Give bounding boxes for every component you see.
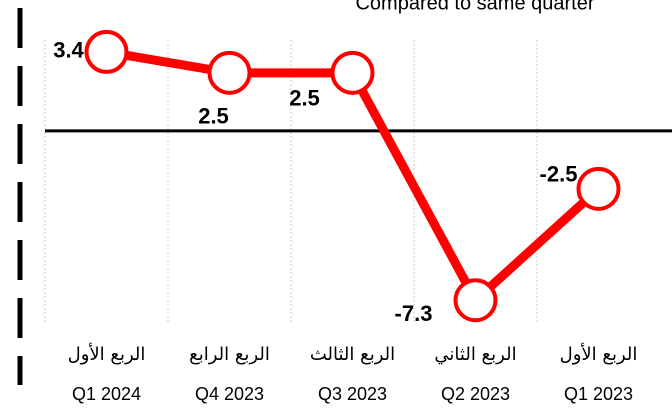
x-tick-label: الربع الثاني <box>434 344 516 365</box>
data-label: -2.5 <box>540 162 578 187</box>
x-tick-label: الربع الأول <box>68 343 146 365</box>
chart-title: Compared to same quarter <box>355 0 594 14</box>
marker <box>330 50 375 95</box>
x-tick-label: Q1 2024 <box>72 384 141 404</box>
data-label: 3.4 <box>53 38 84 63</box>
data-label: 2.5 <box>198 104 229 129</box>
x-tick-label: Q1 2023 <box>564 384 633 404</box>
x-tick-label: Q4 2023 <box>195 384 264 404</box>
x-tick-label: Q3 2023 <box>318 384 387 404</box>
data-label: -7.3 <box>395 301 433 326</box>
x-tick-label: Q2 2023 <box>441 384 510 404</box>
x-tick-label: الربع الأول <box>560 343 638 365</box>
marker <box>576 166 621 211</box>
marker <box>84 29 129 74</box>
data-label: 2.5 <box>289 86 320 111</box>
x-tick-label: الربع الثالث <box>310 344 395 365</box>
marker <box>207 50 252 95</box>
x-tick-label: الربع الرابع <box>189 344 270 365</box>
marker <box>453 278 498 323</box>
